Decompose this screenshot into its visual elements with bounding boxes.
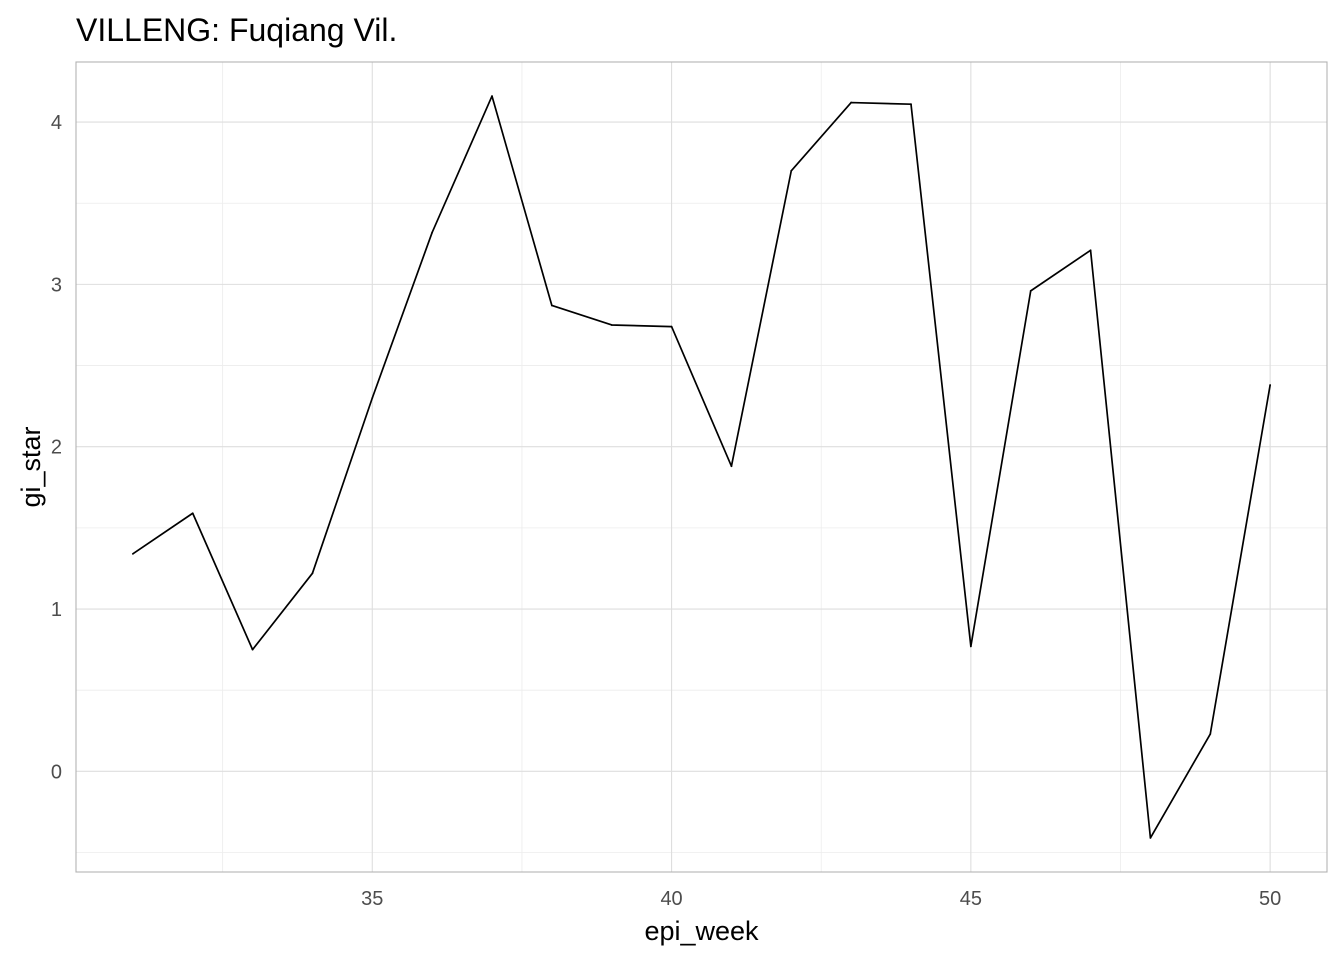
x-tick-label: 40 bbox=[660, 888, 682, 910]
y-tick-label: 1 bbox=[51, 599, 62, 621]
major-gridlines bbox=[76, 62, 1327, 872]
data-point bbox=[730, 465, 733, 468]
data-point bbox=[610, 324, 613, 326]
data-point bbox=[910, 103, 912, 106]
y-tick-label: 0 bbox=[51, 761, 62, 783]
data-point bbox=[670, 325, 673, 328]
y-axis-title: gi_star bbox=[16, 426, 46, 507]
data-point bbox=[1029, 289, 1032, 292]
y-tick-label: 4 bbox=[51, 112, 62, 134]
x-tick-label: 35 bbox=[361, 888, 383, 910]
x-axis-title: epi_week bbox=[644, 916, 759, 946]
chart-title: VILLENG: Fuqiang Vil. bbox=[76, 12, 397, 48]
x-axis-tick-labels: 35 40 45 50 bbox=[361, 888, 1281, 910]
data-point bbox=[790, 169, 793, 172]
data-point bbox=[431, 231, 434, 234]
data-point bbox=[311, 572, 314, 575]
data-point bbox=[850, 101, 853, 104]
data-point bbox=[969, 645, 972, 648]
x-tick-label: 50 bbox=[1259, 888, 1281, 910]
minor-gridlines bbox=[76, 62, 1327, 872]
y-tick-label: 2 bbox=[51, 437, 62, 459]
series-layer bbox=[131, 95, 1272, 839]
data-point bbox=[491, 95, 493, 97]
plot-panel-border bbox=[75, 61, 1328, 873]
data-point bbox=[1149, 837, 1152, 839]
y-axis-tick-labels: 0 1 2 3 4 bbox=[51, 112, 62, 783]
data-point bbox=[131, 552, 134, 555]
data-point bbox=[550, 304, 553, 307]
data-point bbox=[1209, 733, 1212, 735]
data-point bbox=[1089, 249, 1092, 252]
y-tick-label: 3 bbox=[51, 274, 62, 296]
data-point bbox=[371, 397, 374, 399]
x-tick-label: 45 bbox=[960, 888, 982, 910]
data-point bbox=[251, 648, 254, 651]
data-point bbox=[191, 512, 194, 515]
data-point bbox=[1269, 384, 1272, 386]
series-line bbox=[132, 95, 1271, 839]
